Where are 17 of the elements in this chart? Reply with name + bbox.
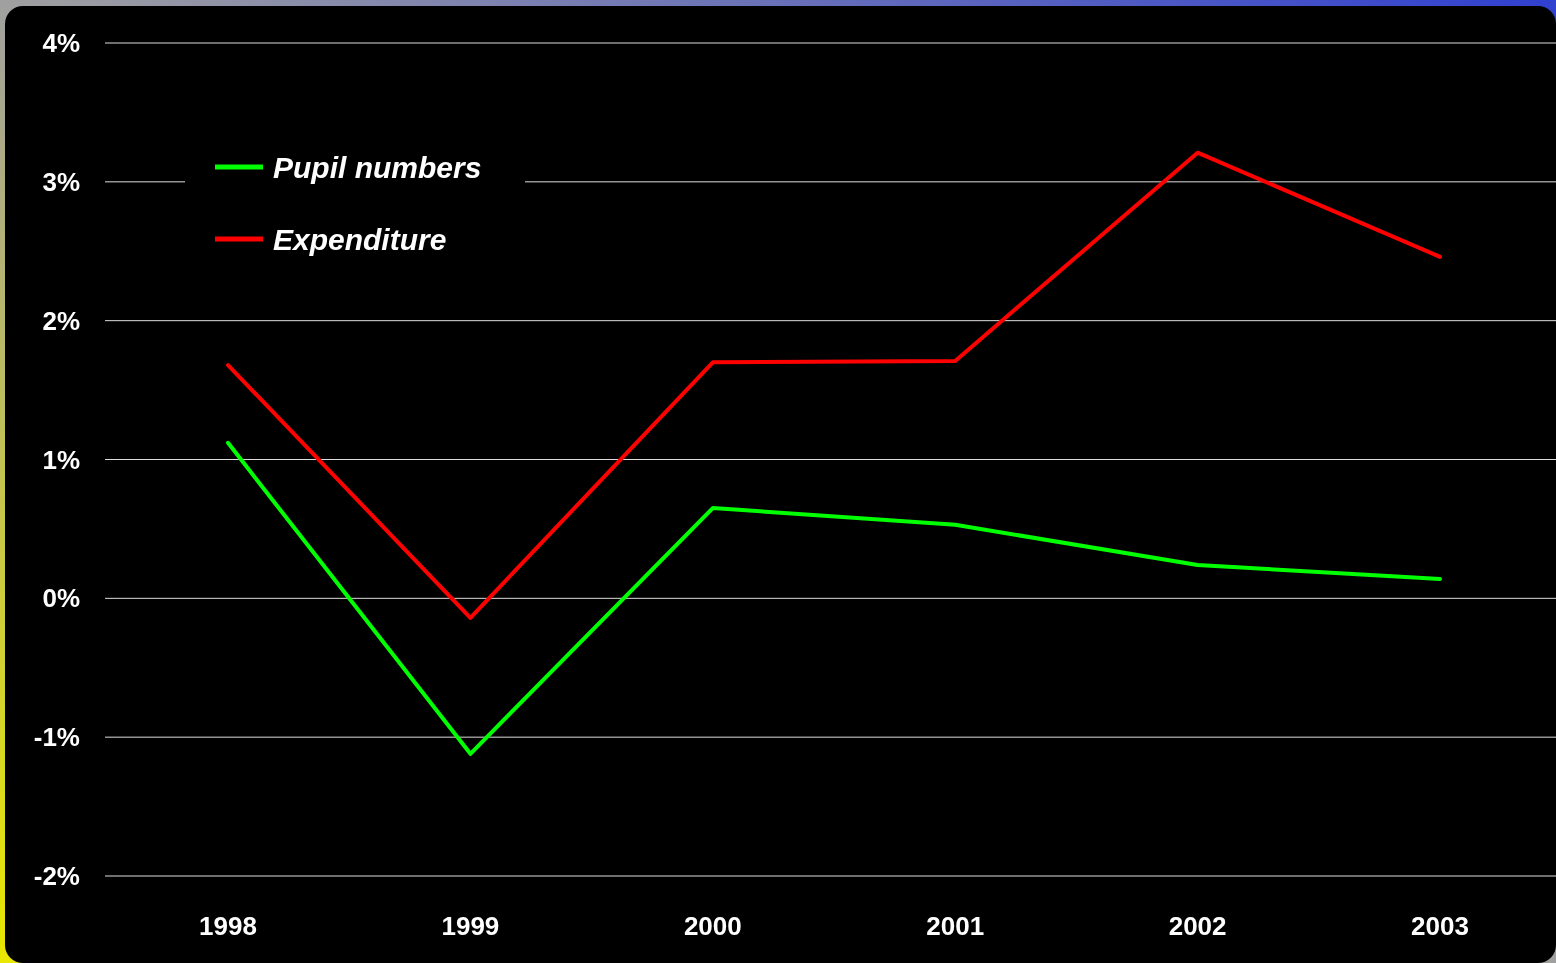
- line-series: [226, 150, 1442, 620]
- y-tick-label: 0%: [42, 583, 80, 614]
- y-tick-label: -1%: [33, 722, 80, 753]
- line-series: [226, 440, 1442, 756]
- y-tick-label: 2%: [42, 305, 80, 336]
- y-tick-label: 1%: [42, 444, 80, 475]
- y-tick-label: 3%: [42, 166, 80, 197]
- y-tick-label: -2%: [33, 861, 80, 892]
- x-tick-label: 1999: [441, 911, 500, 941]
- x-tick-label: 2002: [1168, 911, 1227, 941]
- x-tick-label: 1998: [199, 911, 257, 941]
- legend-label: Pupil numbers: [273, 150, 482, 184]
- x-tick-label: 2003: [1411, 911, 1469, 941]
- x-tick-label: 2001: [926, 911, 985, 941]
- y-tick-label: 4%: [42, 28, 80, 59]
- x-tick-label: 2000: [683, 911, 742, 941]
- legend-label: Expenditure: [273, 222, 447, 256]
